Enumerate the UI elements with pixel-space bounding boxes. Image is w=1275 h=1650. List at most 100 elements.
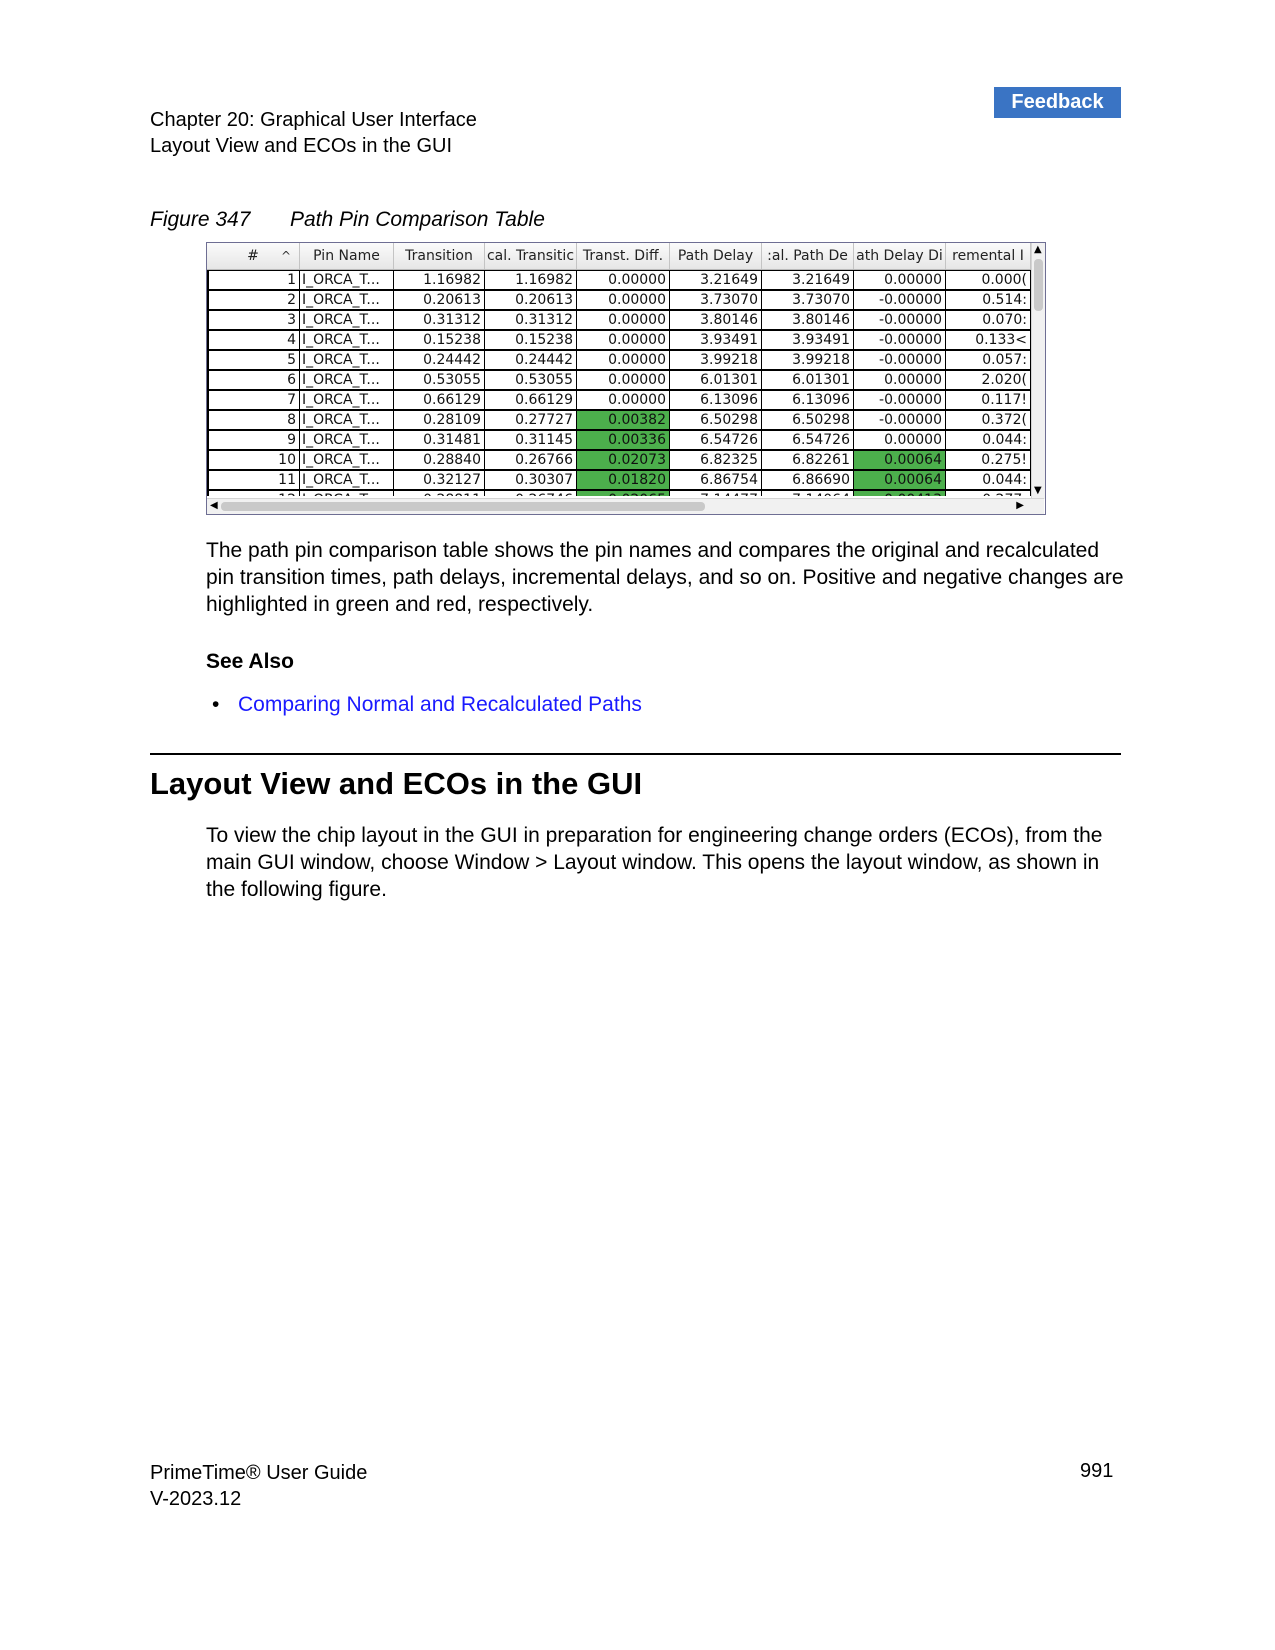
table-cell: 0.133< [946,330,1031,350]
table-cell: 0.28840 [394,450,485,470]
table-row[interactable]: 5 I_ORCA_T... 0.24442 0.24442 0.00000 3.99218… [207,350,1031,370]
column-header[interactable]: Transt. Diff. [577,243,670,269]
vertical-scroll-thumb[interactable] [1034,259,1043,311]
path-pin-comparison-table[interactable]: # ^ Pin Name Transition cal. Transitic Transt… [206,242,1046,515]
table-cell: 0.00000 [854,370,946,390]
table-cell: 0.00064 [854,470,946,490]
page-number: 991 [1080,1460,1114,1482]
table-cell: 0.31312 [394,310,485,330]
footer-version: V-2023.12 [150,1488,242,1510]
table-cell: 0.24442 [394,350,485,370]
table-row[interactable]: 7 I_ORCA_T... 0.66129 0.66129 0.00000 6.13096… [207,390,1031,410]
table-cell: 6.01301 [762,370,854,390]
column-header[interactable]: :al. Path De [762,243,854,269]
table-cell: 3.93491 [762,330,854,350]
table-row[interactable]: 9 I_ORCA_T... 0.31481 0.31145 0.00336 6.54726… [207,430,1031,450]
table-cell: 6.50298 [670,410,762,430]
scroll-up-icon[interactable]: ▲ [1034,244,1042,255]
table-cell: I_ORCA_T... [300,310,394,330]
footer-guide-title: PrimeTime® User Guide [150,1462,368,1484]
table-cell: 6.13096 [670,390,762,410]
table-cell: 0.044: [946,470,1031,490]
table-cell: 0.53055 [394,370,485,390]
table-cell: 1.16982 [394,270,485,290]
scroll-right-icon[interactable]: ▶ [1016,500,1024,511]
table-cell: 0.20613 [394,290,485,310]
table-cell: 0.00000 [577,370,670,390]
table-cell: 0.31481 [394,430,485,450]
table-cell: -0.00000 [854,330,946,350]
table-cell: 0.117! [946,390,1031,410]
bullet: • [212,693,220,716]
table-cell: I_ORCA_T... [300,490,394,496]
column-header[interactable]: Transition [394,243,485,269]
table-cell: I_ORCA_T... [300,330,394,350]
table-cell: 6.13096 [762,390,854,410]
table-cell: 0.01820 [577,470,670,490]
table-cell: 12 [207,490,300,496]
table-cell: 2.020( [946,370,1031,390]
see-also-heading: See Also [206,650,294,673]
table-cell: 0.00000 [577,270,670,290]
figure-number: Figure 347 [150,208,251,231]
table-cell: I_ORCA_T... [300,390,394,410]
table-cell: 0.275! [946,450,1031,470]
table-cell: 1 [207,270,300,290]
table-cell: 0.372( [946,410,1031,430]
table-cell: 0.28109 [394,410,485,430]
table-row[interactable]: 11 I_ORCA_T... 0.32127 0.30307 0.01820 6.8675… [207,470,1031,490]
table-row[interactable]: 12I_ORCA_T...0.288110.267460.020657.1447… [207,490,1031,496]
scroll-down-icon[interactable]: ▼ [1034,485,1042,496]
table-cell: I_ORCA_T... [300,430,394,450]
table-cell: 3.73070 [670,290,762,310]
scroll-left-icon[interactable]: ◀ [210,500,218,511]
table-cell: 0.00000 [854,270,946,290]
figure-caption: Figure 347 Path Pin Comparison Table [150,208,545,232]
section-body: To view the chip layout in the GUI in pr… [206,824,1103,901]
table-cell: 0.27727 [485,410,577,430]
table-cell: 10 [207,450,300,470]
table-row[interactable]: 8 I_ORCA_T... 0.28109 0.27727 0.00382 6.50298… [207,410,1031,430]
column-header[interactable]: cal. Transitic [485,243,577,269]
table-cell: 6.54726 [762,430,854,450]
table-row[interactable]: 1 I_ORCA_T... 1.16982 1.16982 0.00000 3.21649… [207,270,1031,290]
table-cell: I_ORCA_T... [300,470,394,490]
table-cell: 6 [207,370,300,390]
feedback-button[interactable]: Feedback [994,87,1121,118]
column-header[interactable]: Path Delay [670,243,762,269]
table-cell: 6.50298 [762,410,854,430]
table-row[interactable]: 10 I_ORCA_T... 0.28840 0.26766 0.02073 6.8232… [207,450,1031,470]
column-header[interactable]: Pin Name [300,243,394,269]
table-cell: 0.277: [946,490,1031,496]
column-header[interactable]: # ^ [207,243,300,269]
table-cell: 6.82261 [762,450,854,470]
column-header[interactable]: ath Delay Di [854,243,946,269]
table-cell: -0.00000 [854,410,946,430]
table-cell: 0.31145 [485,430,577,450]
see-also-link[interactable]: Comparing Normal and Recalculated Paths [238,693,642,716]
table-cell: 0.28811 [394,490,485,496]
table-cell: 7 [207,390,300,410]
table-row[interactable]: 2 I_ORCA_T... 0.20613 0.20613 0.00000 3.73070… [207,290,1031,310]
sort-ascending-icon[interactable]: ^ [280,249,291,263]
table-row[interactable]: 4 I_ORCA_T... 0.15238 0.15238 0.00000 3.93491… [207,330,1031,350]
table-cell: 0.24442 [485,350,577,370]
vertical-scrollbar[interactable]: ▲ ▼ [1031,243,1045,499]
table-cell: 0.30307 [485,470,577,490]
table-row[interactable]: 6 I_ORCA_T... 0.53055 0.53055 0.00000 6.01301… [207,370,1031,390]
column-header[interactable]: remental I [946,243,1031,269]
section-breadcrumb: Layout View and ECOs in the GUI [150,135,453,157]
table-cell: 8 [207,410,300,430]
horizontal-scroll-thumb[interactable] [221,502,705,511]
horizontal-scrollbar[interactable]: ◀ ▶ [207,498,1044,514]
table-cell: 0.057: [946,350,1031,370]
table-row[interactable]: 3 I_ORCA_T... 0.31312 0.31312 0.00000 3.80146… [207,310,1031,330]
table-body: 1 I_ORCA_T... 1.16982 1.16982 0.00000 3.21649… [207,270,1031,496]
table-cell: -0.00000 [854,390,946,410]
figure-description: The path pin comparison table shows the … [206,539,1124,616]
table-cell: 3.21649 [762,270,854,290]
table-cell: 0.000( [946,270,1031,290]
table-header: # ^ Pin Name Transition cal. Transitic Transt… [207,243,1031,270]
table-cell: 6.01301 [670,370,762,390]
table-cell: 6.54726 [670,430,762,450]
